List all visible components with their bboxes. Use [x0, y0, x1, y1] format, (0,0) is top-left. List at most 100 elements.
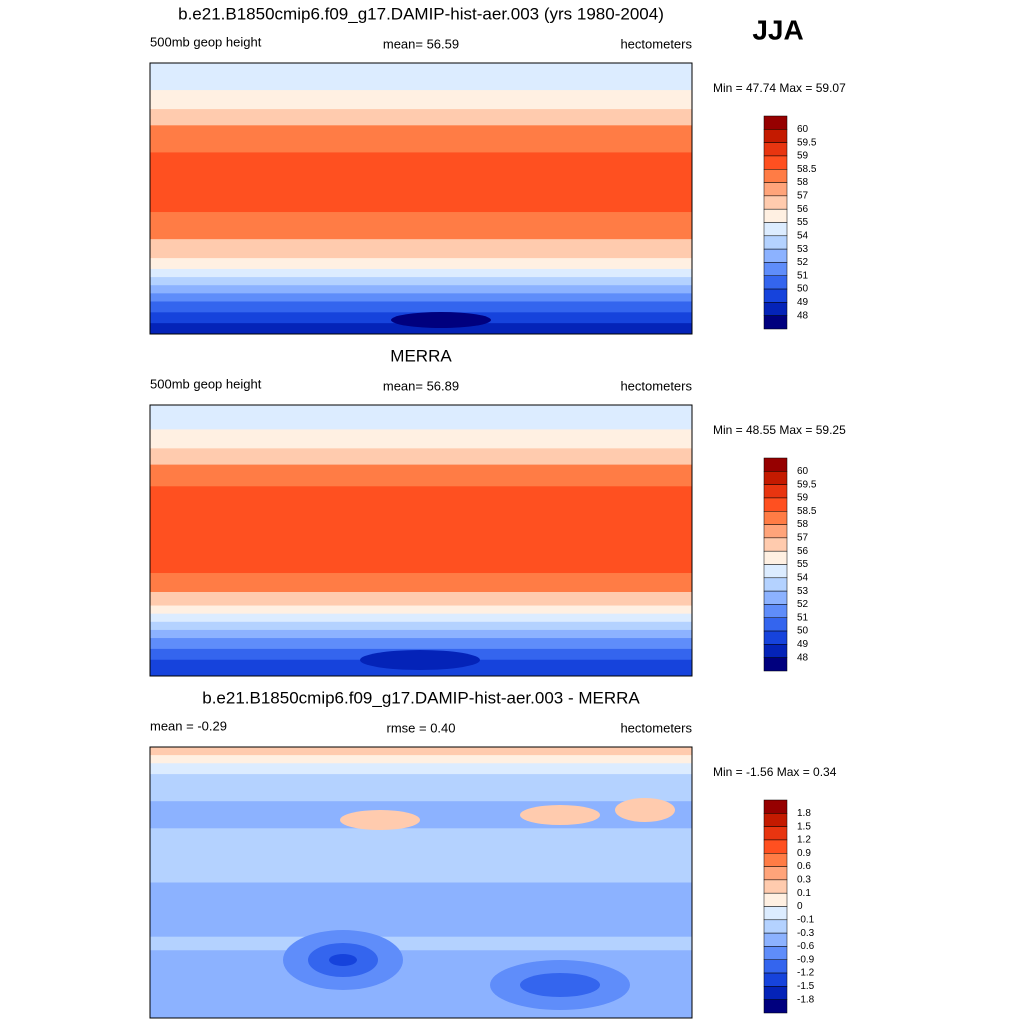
colorbar-label: 51 [797, 270, 809, 281]
colorbar-label: -0.6 [797, 941, 815, 952]
colorbar-label: 0.3 [797, 875, 811, 886]
colorbar-box [763, 892, 788, 907]
colorbar-label: 50 [797, 284, 809, 295]
colorbar-box [763, 986, 788, 1000]
colorbar-label: -0.9 [797, 954, 815, 965]
colorbar-box [763, 222, 788, 237]
colorbar-label: 53 [797, 244, 809, 255]
colorbar-box [763, 142, 788, 157]
colorbar-box [763, 457, 788, 472]
colorbar-box [763, 302, 788, 316]
contour-band [150, 464, 692, 487]
contour-band [150, 638, 692, 650]
colorbar-label: 54 [797, 572, 809, 583]
contour-band [150, 429, 692, 449]
colorbar-box [763, 972, 788, 987]
colorbar-label: 59 [797, 151, 809, 162]
colorbar-label: -1.2 [797, 968, 815, 979]
colorbar-label: -1.8 [797, 994, 815, 1005]
map-frame [149, 746, 693, 1019]
contour-band [150, 605, 692, 615]
colorbar-box [763, 959, 788, 974]
contour-band [150, 882, 692, 938]
colorbar-box [763, 813, 788, 827]
contour-band [150, 90, 692, 110]
panel-title: MERRA [390, 346, 452, 365]
colorbar-box [763, 866, 788, 881]
min-max: Min = 47.74 Max = 59.07 [713, 81, 846, 95]
colorbar-box [763, 484, 788, 499]
center-label: mean= 56.89 [383, 378, 459, 393]
min-max: Min = 48.55 Max = 59.25 [713, 423, 846, 437]
contour-band [150, 573, 692, 593]
map [150, 405, 692, 677]
contour-band [150, 405, 692, 430]
center-label: mean= 56.59 [383, 36, 459, 51]
colorbar-label: 50 [797, 626, 809, 637]
colorbar-label: 52 [797, 599, 809, 610]
colorbar-label: 58 [797, 177, 809, 188]
colorbar-box [763, 275, 788, 290]
contour-band [150, 621, 692, 631]
contour-band [150, 239, 692, 259]
colorbar-box [763, 497, 788, 512]
contour-band [150, 109, 692, 126]
colorbar-box [763, 315, 788, 330]
left-label: 500mb geop height [150, 34, 262, 49]
colorbar-label: 58 [797, 519, 809, 530]
contour-band [150, 613, 692, 623]
colorbar-box [763, 524, 788, 539]
contour-band [150, 293, 692, 302]
colorbar-label: 51 [797, 612, 809, 623]
colorbar-label: 49 [797, 639, 809, 650]
colorbar-box [763, 839, 788, 854]
colorbar-box [763, 471, 788, 485]
contour-band [150, 747, 692, 756]
colorbar-box [763, 169, 788, 183]
colorbar-label: 56 [797, 204, 809, 215]
colorbar-label: 57 [797, 533, 809, 544]
contour-band [150, 755, 692, 764]
colorbar-box [763, 604, 788, 618]
colorbar-box [763, 195, 788, 210]
colorbar-label: 59 [797, 493, 809, 504]
colorbar-box [763, 906, 788, 921]
colorbar-label: 54 [797, 230, 809, 241]
contour-band [150, 486, 692, 574]
colorbar-label: -0.3 [797, 928, 815, 939]
center-label: rmse = 0.40 [386, 720, 455, 735]
colorbar-label: 49 [797, 297, 809, 308]
colorbar-box [763, 248, 788, 263]
colorbar-box [763, 799, 788, 814]
colorbar-box [763, 617, 788, 632]
contour-blob [360, 650, 480, 670]
colorbar-label: 55 [797, 559, 809, 570]
colorbar-label: 1.5 [797, 821, 811, 832]
colorbar-label: 59.5 [797, 479, 817, 490]
contour-band [150, 258, 692, 270]
colorbar-label: 58.5 [797, 506, 817, 517]
colorbar-box [763, 644, 788, 658]
colorbar-box [763, 564, 788, 579]
panel-title: b.e21.B1850cmip6.f09_g17.DAMIP-hist-aer.… [202, 688, 640, 707]
colorbar-box [763, 946, 788, 960]
panel-title: b.e21.B1850cmip6.f09_g17.DAMIP-hist-aer.… [178, 4, 664, 23]
contour-band [150, 323, 692, 335]
colorbar-box [763, 577, 788, 592]
contour-blob [520, 973, 600, 997]
contour-band [150, 63, 692, 91]
map [150, 63, 692, 335]
map-frame [149, 62, 693, 335]
colorbar-box [763, 550, 788, 565]
colorbar-label: 60 [797, 124, 809, 135]
colorbar-box [763, 235, 788, 250]
colorbar-box [763, 288, 788, 303]
colorbar-label: -0.1 [797, 914, 815, 925]
contour-band [150, 152, 692, 213]
colorbar-label: 48 [797, 652, 809, 663]
colorbar-box [763, 919, 788, 934]
colorbar-label: 48 [797, 310, 809, 321]
contour-blob [520, 805, 600, 825]
colorbar-box [763, 262, 788, 276]
